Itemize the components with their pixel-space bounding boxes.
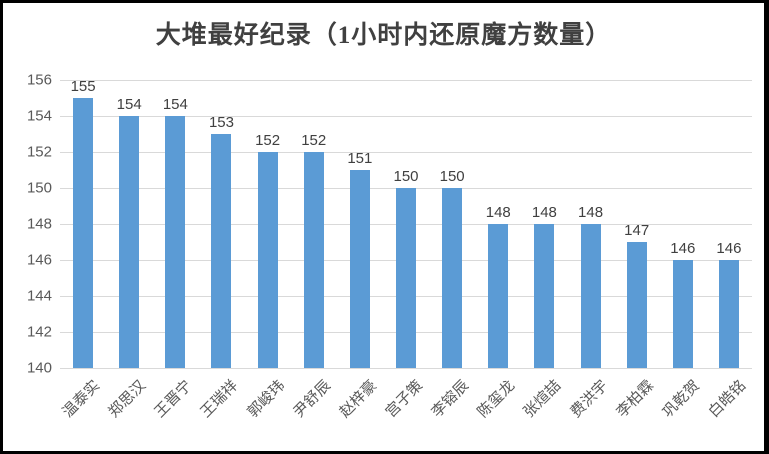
plot-area: 140 142 144 146 148 150 152 154 156 155 温泰实 154 郑思汉 1… [27, 72, 752, 421]
y-axis-tick-label: 146 [26, 251, 52, 269]
bar-王瑞祥 [211, 134, 232, 368]
bar-李镕辰 [442, 188, 463, 368]
bar-郭峻玮 [257, 152, 278, 368]
bar-宫子策 [396, 188, 416, 368]
bar-陈玺龙 [488, 224, 509, 368]
bar-白皓铭 [718, 260, 739, 368]
value-label: 150 [439, 168, 465, 185]
value-label: 152 [301, 132, 327, 149]
value-label: 148 [531, 204, 557, 221]
value-label: 148 [485, 204, 511, 221]
value-label: 148 [578, 204, 604, 221]
y-axis-tick-label: 140 [26, 359, 52, 377]
value-label: 146 [716, 240, 742, 257]
gridline [60, 368, 752, 369]
bar-郑思汉 [119, 116, 140, 368]
y-axis-tick-label: 150 [26, 179, 52, 197]
value-label: 154 [116, 96, 142, 113]
gridline [60, 116, 752, 117]
bar-张煊喆 [534, 224, 555, 368]
value-label: 150 [393, 168, 419, 185]
y-axis-tick-label: 144 [26, 287, 52, 305]
value-label: 153 [208, 114, 234, 131]
y-axis-tick-label: 156 [26, 71, 52, 89]
chart-title: 大堆最好纪录（1小时内还原魔方数量） [155, 22, 612, 49]
bar-赵梓豪 [349, 170, 370, 368]
gridline [60, 80, 752, 81]
value-label: 154 [162, 96, 188, 113]
y-axis-tick-label: 142 [26, 323, 52, 341]
bar-费洪宇 [580, 224, 601, 368]
bar-王晋宁 [165, 116, 186, 368]
value-label: 146 [670, 240, 696, 257]
bar-李柏霖 [626, 242, 647, 368]
bar-温泰实 [73, 98, 94, 368]
value-label: 155 [70, 78, 96, 95]
gridline [60, 152, 752, 153]
y-axis-tick-label: 154 [26, 107, 52, 125]
value-label: 147 [624, 222, 650, 239]
y-axis-tick-label: 152 [26, 143, 52, 161]
value-label: 151 [347, 150, 373, 167]
bar-巩乾贺 [672, 260, 693, 368]
bar-尹舒辰 [303, 152, 324, 368]
y-axis-tick-label: 148 [26, 215, 52, 233]
value-label: 152 [255, 132, 281, 149]
